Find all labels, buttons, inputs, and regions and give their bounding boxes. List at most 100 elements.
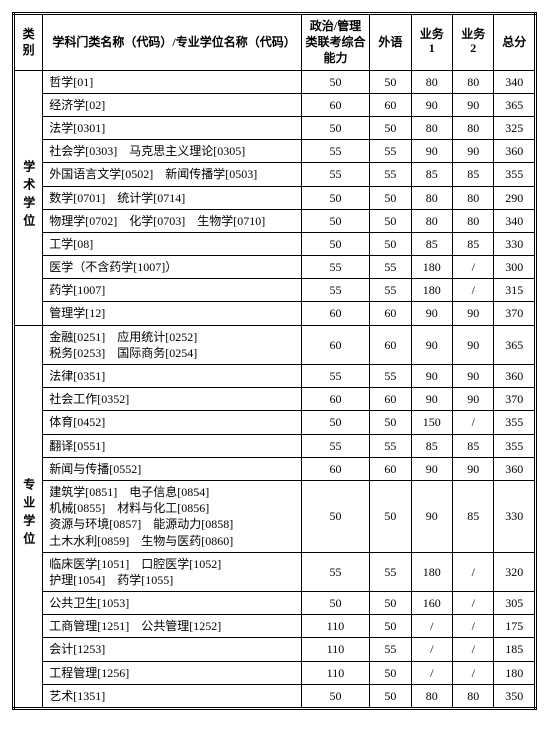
- score-cell: 50: [370, 186, 411, 209]
- score-cell: 90: [411, 140, 452, 163]
- score-cell: 85: [453, 232, 494, 255]
- score-cell: /: [453, 256, 494, 279]
- table-row: 法律[0351]55559090360: [14, 365, 536, 388]
- score-cell: 50: [370, 480, 411, 552]
- total-cell: 365: [494, 93, 536, 116]
- score-cell: 50: [301, 116, 369, 139]
- header-name: 学科门类名称（代码）/专业学位名称（代码）: [43, 14, 302, 71]
- score-cell: 50: [301, 592, 369, 615]
- score-cell: 55: [301, 256, 369, 279]
- score-cell: 55: [301, 552, 369, 591]
- header-total: 总分: [494, 14, 536, 71]
- score-cell: 180: [411, 256, 452, 279]
- score-cell: 60: [370, 325, 411, 364]
- total-cell: 290: [494, 186, 536, 209]
- score-cell: 85: [453, 480, 494, 552]
- score-cell: 55: [370, 163, 411, 186]
- category-label: 专业学位: [21, 478, 37, 550]
- header-foreign: 外语: [370, 14, 411, 71]
- table-row: 外国语言文学[0502] 新闻传播学[0503]55558585355: [14, 163, 536, 186]
- score-cell: /: [453, 615, 494, 638]
- row-name: 艺术[1351]: [43, 684, 302, 708]
- score-cell: 50: [301, 232, 369, 255]
- header-row: 类别 学科门类名称（代码）/专业学位名称（代码） 政治/管理类联考综合能力 外语…: [14, 14, 536, 71]
- total-cell: 305: [494, 592, 536, 615]
- row-name: 数学[0701] 统计学[0714]: [43, 186, 302, 209]
- total-cell: 325: [494, 116, 536, 139]
- table-row: 工程管理[1256]11050//180: [14, 661, 536, 684]
- score-cell: 110: [301, 615, 369, 638]
- total-cell: 300: [494, 256, 536, 279]
- row-name: 法律[0351]: [43, 365, 302, 388]
- score-cell: 55: [301, 279, 369, 302]
- table-row: 艺术[1351]50508080350: [14, 684, 536, 708]
- score-cell: 50: [370, 592, 411, 615]
- score-cell: 55: [301, 434, 369, 457]
- score-cell: 50: [370, 116, 411, 139]
- row-name: 管理学[12]: [43, 302, 302, 325]
- header-category: 类别: [14, 14, 43, 71]
- total-cell: 330: [494, 480, 536, 552]
- score-cell: /: [411, 638, 452, 661]
- table-row: 体育[0452]5050150/355: [14, 411, 536, 434]
- score-cell: 80: [411, 186, 452, 209]
- score-cell: 85: [411, 163, 452, 186]
- score-cell: 60: [370, 388, 411, 411]
- score-cell: 90: [411, 457, 452, 480]
- table-row: 药学[1007]5555180/315: [14, 279, 536, 302]
- score-cell: 50: [370, 209, 411, 232]
- header-subject2-l2: 2: [470, 41, 476, 55]
- row-name: 哲学[01]: [43, 70, 302, 93]
- score-cell: 180: [411, 552, 452, 591]
- total-cell: 355: [494, 163, 536, 186]
- score-cell: 80: [411, 209, 452, 232]
- score-cell: 90: [453, 388, 494, 411]
- score-cell: /: [453, 638, 494, 661]
- header-subject2: 业务 2: [453, 14, 494, 71]
- table-row: 社会学[0303] 马克思主义理论[0305]55559090360: [14, 140, 536, 163]
- header-politics: 政治/管理类联考综合能力: [301, 14, 369, 71]
- row-name: 公共卫生[1053]: [43, 592, 302, 615]
- score-cell: 85: [411, 232, 452, 255]
- row-name: 药学[1007]: [43, 279, 302, 302]
- total-cell: 340: [494, 70, 536, 93]
- score-cell: 110: [301, 638, 369, 661]
- total-cell: 315: [494, 279, 536, 302]
- score-cell: 50: [301, 209, 369, 232]
- score-cell: /: [453, 552, 494, 591]
- total-cell: 350: [494, 684, 536, 708]
- table-row: 公共卫生[1053]5050160/305: [14, 592, 536, 615]
- table-row: 工学[08]50508585330: [14, 232, 536, 255]
- score-cell: 55: [370, 279, 411, 302]
- header-subject1: 业务 1: [411, 14, 452, 71]
- score-cell: 160: [411, 592, 452, 615]
- score-cell: /: [411, 615, 452, 638]
- total-cell: 360: [494, 457, 536, 480]
- score-cell: 90: [453, 93, 494, 116]
- score-cell: 50: [370, 232, 411, 255]
- total-cell: 355: [494, 411, 536, 434]
- total-cell: 340: [494, 209, 536, 232]
- score-cell: 50: [301, 684, 369, 708]
- table-row: 物理学[0702] 化学[0703] 生物学[0710]50508080340: [14, 209, 536, 232]
- score-cell: /: [411, 661, 452, 684]
- score-cell: 55: [370, 140, 411, 163]
- row-name: 外国语言文学[0502] 新闻传播学[0503]: [43, 163, 302, 186]
- score-cell: 55: [301, 140, 369, 163]
- row-name: 体育[0452]: [43, 411, 302, 434]
- row-name: 社会学[0303] 马克思主义理论[0305]: [43, 140, 302, 163]
- score-cell: 50: [370, 615, 411, 638]
- total-cell: 360: [494, 365, 536, 388]
- score-cell: /: [453, 661, 494, 684]
- table-row: 学术学位哲学[01]50508080340: [14, 70, 536, 93]
- score-cell: 55: [301, 163, 369, 186]
- total-cell: 330: [494, 232, 536, 255]
- row-name: 金融[0251] 应用统计[0252]税务[0253] 国际商务[0254]: [43, 325, 302, 364]
- row-name: 翻译[0551]: [43, 434, 302, 457]
- row-name: 工商管理[1251] 公共管理[1252]: [43, 615, 302, 638]
- table-row: 会计[1253]11055//185: [14, 638, 536, 661]
- score-cell: 55: [370, 552, 411, 591]
- table-row: 管理学[12]60609090370: [14, 302, 536, 325]
- table-row: 临床医学[1051] 口腔医学[1052]护理[1054] 药学[1055]55…: [14, 552, 536, 591]
- category-label: 学术学位: [21, 160, 37, 232]
